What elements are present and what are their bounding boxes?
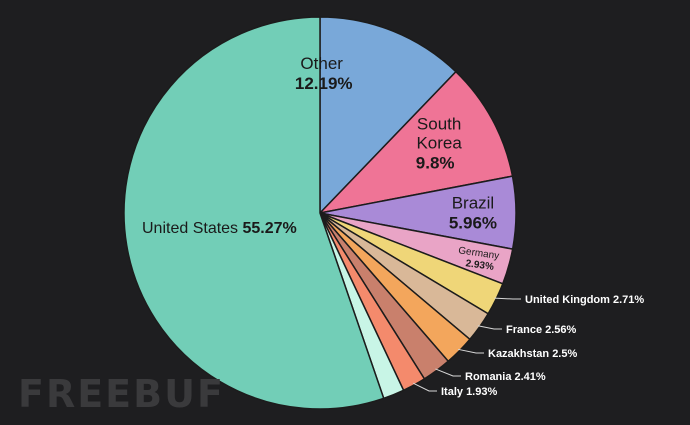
slice-label-brazil: Brazil — [452, 194, 495, 213]
callout-line-romania — [435, 368, 461, 377]
slice-label-united-states-name: United States — [142, 220, 243, 237]
slice-labels: Other12.19%SouthKorea9.8%Brazil5.96%Germ… — [142, 54, 644, 398]
callout-lines — [412, 297, 521, 392]
slice-value-united-states: 55.27% — [243, 220, 297, 237]
callout-label-italy: Italy 1.93% — [441, 386, 497, 398]
callout-label-france: France 2.56% — [506, 324, 577, 336]
slice-label-south-korea-line1: South — [417, 114, 461, 133]
watermark-logo: FREEBUF — [18, 372, 225, 416]
slice-value-brazil: 5.96% — [449, 214, 497, 233]
callout-line-france — [477, 325, 502, 330]
callout-label-united-kingdom: United Kingdom 2.71% — [525, 294, 644, 306]
slice-label-south-korea-line2: Korea — [416, 133, 462, 152]
slice-value-south-korea: 9.8% — [416, 153, 455, 172]
slice-value-germany: 2.93% — [465, 258, 495, 273]
slice-label-other: Other — [300, 54, 343, 73]
pie-slice-united-states — [123, 16, 385, 410]
pie-slice-other — [319, 16, 457, 215]
callout-line-united-kingdom — [494, 297, 521, 300]
slice-value-other: 12.19% — [295, 74, 353, 93]
callout-label-kazakhstan: Kazakhstan 2.5% — [488, 348, 577, 360]
callout-line-italy — [412, 382, 437, 392]
pie-slices — [123, 16, 517, 410]
callout-label-romania: Romania 2.41% — [465, 371, 546, 383]
pie-slice-south-korea — [317, 70, 514, 215]
slice-label-united-states: United States 55.27% — [142, 220, 297, 237]
callout-line-kazakhstan — [457, 348, 484, 354]
